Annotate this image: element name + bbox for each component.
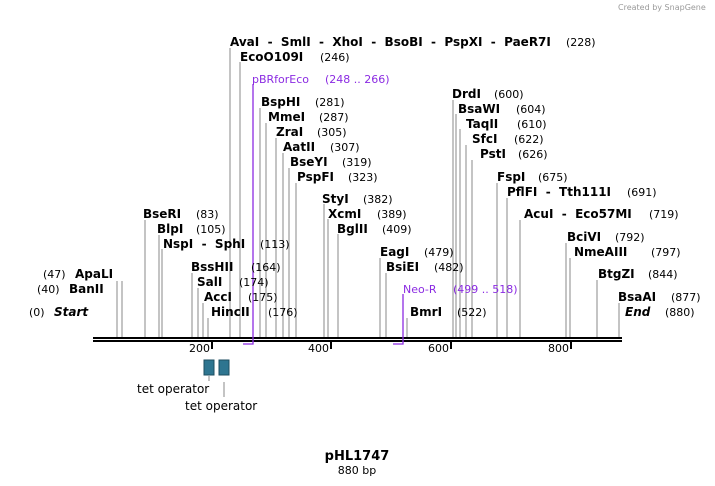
snapgene-credit: Created by SnapGene [618, 3, 706, 12]
enzyme-pos: (844) [648, 268, 678, 281]
neo-r-range: (499 .. 518) [453, 283, 518, 296]
enzyme-pos: (174) [239, 276, 269, 289]
enzyme-pos: (83) [196, 208, 219, 221]
pbrforeco-primer-marker [243, 84, 254, 345]
enzyme-labels: BseRI (83) BlpI (105) NspI - SphI (113) … [143, 35, 701, 319]
enzyme-pos: (164) [251, 261, 281, 274]
tet-operator-2-label: tet operator [185, 399, 257, 413]
enzyme-label[interactable]: BsaWI [458, 102, 500, 116]
enzyme-label[interactable]: TaqII [466, 117, 498, 131]
enzyme-banii-pos: (40) [37, 283, 60, 296]
enzyme-label[interactable]: BtgZI [598, 267, 635, 281]
enzyme-label[interactable]: AatII [283, 140, 315, 154]
axis-tick-label: 400 [308, 342, 329, 355]
enzyme-label[interactable]: PstI [480, 147, 506, 161]
enzyme-label[interactable]: HincII [211, 305, 250, 319]
enzyme-label[interactable]: NspI - SphI [163, 237, 245, 251]
enzyme-label[interactable]: MmeI [268, 110, 305, 124]
enzyme-pos: (622) [514, 133, 544, 146]
enzyme-pos: (287) [319, 111, 349, 124]
enzyme-label[interactable]: PspFI [297, 170, 334, 184]
enzyme-label[interactable]: AcuI - Eco57MI [524, 207, 632, 221]
enzyme-pos: (323) [348, 171, 378, 184]
enzyme-pos: (382) [363, 193, 393, 206]
enzyme-pos: (877) [671, 291, 701, 304]
enzyme-pos: (792) [615, 231, 645, 244]
enzyme-pos: (307) [330, 141, 360, 154]
enzyme-label[interactable]: SfcI [472, 132, 497, 146]
axis: 200 400 600 800 [189, 342, 572, 355]
enzyme-label[interactable]: XcmI [328, 207, 361, 221]
end-position: (880) [665, 306, 695, 319]
enzyme-label[interactable]: BlpI [157, 222, 183, 236]
enzyme-label[interactable]: BseRI [143, 207, 181, 221]
enzyme-label[interactable]: BspHI [261, 95, 300, 109]
axis-tick-label: 600 [428, 342, 449, 355]
enzyme-label[interactable]: SalI [197, 275, 222, 289]
enzyme-pos: (389) [377, 208, 407, 221]
enzyme-label[interactable]: BsaAI [618, 290, 656, 304]
end-label: End [625, 305, 651, 319]
enzyme-label[interactable]: BseYI [290, 155, 328, 169]
enzyme-pos: (675) [538, 171, 568, 184]
enzyme-pos: (228) [566, 36, 596, 49]
enzyme-label[interactable]: BsiEI [386, 260, 419, 274]
enzyme-site-lines [116, 48, 620, 337]
enzyme-pos: (522) [457, 306, 487, 319]
enzyme-label[interactable]: AvaI - SmlI - XhoI - BsoBI - PspXI - Pae… [230, 35, 551, 49]
enzyme-label[interactable]: BciVI [567, 230, 601, 244]
enzyme-pos: (105) [196, 223, 226, 236]
enzyme-pos: (176) [268, 306, 298, 319]
enzyme-pos: (246) [320, 51, 350, 64]
enzyme-label[interactable]: ZraI [276, 125, 303, 139]
enzyme-label[interactable]: AccI [204, 290, 232, 304]
enzyme-pos: (626) [518, 148, 548, 161]
neo-r-primer-marker [393, 294, 404, 345]
axis-tick-label: 200 [189, 342, 210, 355]
enzyme-pos: (719) [649, 208, 679, 221]
enzyme-label[interactable]: NmeAIII [574, 245, 627, 259]
start-label: Start [54, 305, 89, 319]
pbrforeco-label[interactable]: pBRforEco [252, 73, 309, 86]
enzyme-pos: (479) [424, 246, 454, 259]
enzyme-label[interactable]: StyI [322, 192, 349, 206]
enzyme-pos: (691) [627, 186, 657, 199]
start-position: (0) [29, 306, 45, 319]
tet-operator-2-box[interactable] [218, 359, 230, 376]
axis-tick-label: 800 [548, 342, 569, 355]
pbrforeco-range: (248 .. 266) [325, 73, 390, 86]
plasmid-name: pHL1747 [325, 449, 390, 464]
enzyme-label[interactable]: EagI [380, 245, 409, 259]
enzyme-pos: (482) [434, 261, 464, 274]
tet-operator-1-box[interactable] [203, 359, 215, 376]
enzyme-label[interactable]: BglII [337, 222, 368, 236]
enzyme-label[interactable]: PflFI - Tth111I [507, 185, 611, 199]
enzyme-pos: (175) [248, 291, 278, 304]
enzyme-banii[interactable]: BanII [69, 282, 104, 296]
enzyme-label[interactable]: EcoO109I [240, 50, 303, 64]
enzyme-pos: (281) [315, 96, 345, 109]
tet-operator-1-label: tet operator [137, 382, 209, 396]
enzyme-pos: (409) [382, 223, 412, 236]
enzyme-pos: (604) [516, 103, 546, 116]
enzyme-label[interactable]: DrdI [452, 87, 481, 101]
neo-r-label[interactable]: Neo-R [403, 283, 437, 296]
enzyme-pos: (113) [260, 238, 290, 251]
enzyme-label[interactable]: FspI [497, 170, 525, 184]
enzyme-apali-pos: (47) [43, 268, 66, 281]
enzyme-label[interactable]: BmrI [410, 305, 442, 319]
enzyme-pos: (797) [651, 246, 681, 259]
enzyme-pos: (610) [517, 118, 547, 131]
enzyme-label[interactable]: BssHII [191, 260, 233, 274]
enzyme-pos: (305) [317, 126, 347, 139]
plasmid-length: 880 bp [338, 464, 376, 477]
enzyme-pos: (600) [494, 88, 524, 101]
enzyme-pos: (319) [342, 156, 372, 169]
enzyme-apali[interactable]: ApaLI [75, 267, 113, 281]
